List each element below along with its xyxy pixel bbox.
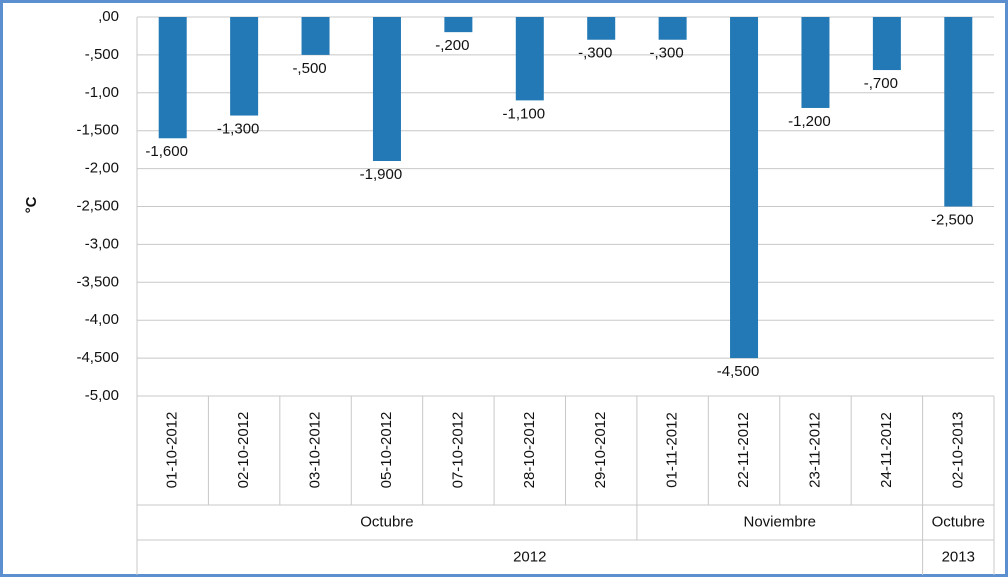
data-label: -1,200 <box>788 113 831 130</box>
x-tick-label: 02-10-2012 <box>235 412 252 489</box>
data-label: -1,600 <box>145 143 188 160</box>
bar <box>944 17 973 207</box>
bar <box>587 17 616 40</box>
x-tick-label: 29-10-2012 <box>592 412 609 489</box>
y-tick-label: -4,00 <box>85 311 119 328</box>
data-label: -1,300 <box>217 121 260 138</box>
y-tick-label: -5,00 <box>85 387 119 404</box>
year-label: 2013 <box>942 548 975 565</box>
y-tick-label: -2,500 <box>76 197 119 214</box>
month-label: Octubre <box>932 513 985 530</box>
x-tick-label: 23-11-2012 <box>806 412 823 488</box>
bar <box>872 17 901 71</box>
bar <box>730 17 759 359</box>
bar <box>444 17 473 33</box>
data-label: -,500 <box>292 60 326 77</box>
month-label: Octubre <box>360 513 413 530</box>
month-label: Noviembre <box>743 513 816 530</box>
x-tick-label: 01-11-2012 <box>664 412 681 488</box>
bar <box>158 17 187 139</box>
x-tick-label: 03-10-2012 <box>307 412 324 489</box>
y-tick-label: -1,500 <box>76 122 119 139</box>
bar <box>515 17 544 101</box>
data-label: -1,900 <box>360 166 403 183</box>
x-tick-label: 02-10-2013 <box>949 412 966 489</box>
data-label: -4,500 <box>717 363 760 380</box>
y-tick-label: -3,500 <box>76 273 119 290</box>
year-label: 2012 <box>513 548 546 565</box>
bar <box>658 17 687 40</box>
y-tick-label: -,500 <box>85 46 119 63</box>
y-tick-label: -1,00 <box>85 84 119 101</box>
y-axis-label: °C <box>23 196 40 213</box>
x-tick-label: 22-11-2012 <box>735 412 752 488</box>
y-tick-label: -2,00 <box>85 160 119 177</box>
x-tick-label: 01-10-2012 <box>164 412 181 489</box>
data-label: -2,500 <box>931 211 974 228</box>
bar <box>301 17 330 55</box>
bar <box>230 17 259 116</box>
x-tick-label: 24-11-2012 <box>878 412 895 488</box>
y-tick-label: -3,00 <box>85 235 119 252</box>
y-tick-label: ,00 <box>98 8 119 25</box>
x-tick-label: 28-10-2012 <box>521 412 538 489</box>
data-label: -,300 <box>578 45 612 62</box>
data-label: -,200 <box>435 37 469 54</box>
data-label: -1,100 <box>503 105 546 122</box>
data-label: -,700 <box>864 75 898 92</box>
bar <box>372 17 401 162</box>
bar <box>801 17 830 108</box>
data-label: -,300 <box>650 45 684 62</box>
x-tick-label: 05-10-2012 <box>378 412 395 489</box>
x-tick-label: 07-10-2012 <box>449 412 466 489</box>
y-tick-label: -4,500 <box>76 349 119 366</box>
